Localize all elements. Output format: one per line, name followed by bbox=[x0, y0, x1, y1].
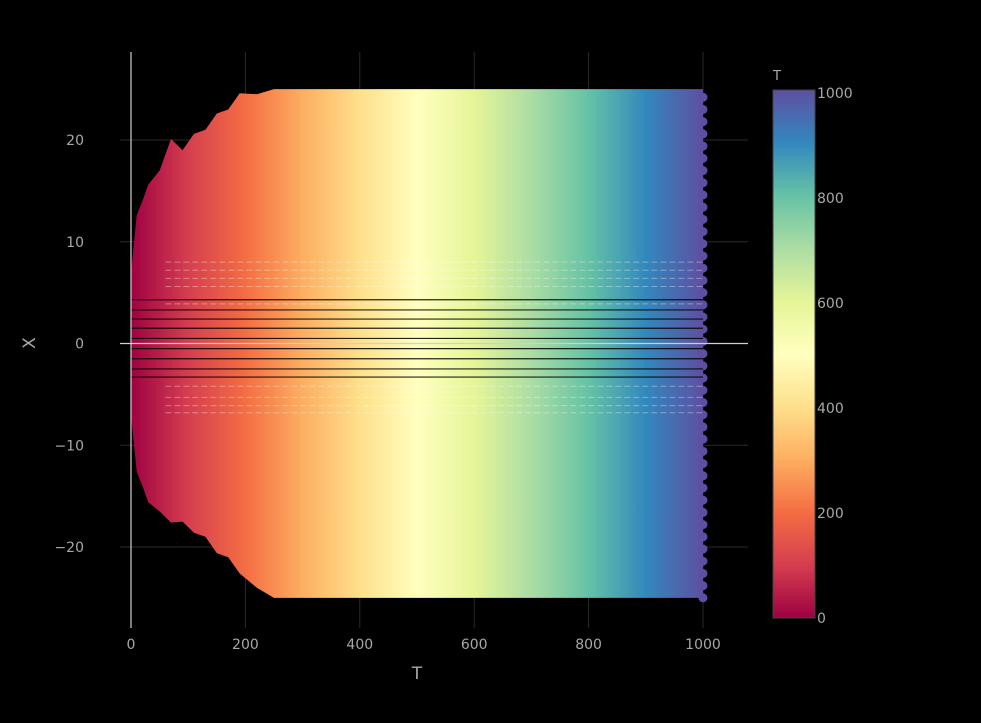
scatter-point bbox=[698, 434, 708, 444]
scatter-point bbox=[698, 532, 708, 542]
scatter-point bbox=[698, 324, 708, 334]
scatter-point bbox=[698, 214, 708, 224]
scatter-point bbox=[698, 398, 708, 408]
scatter-point bbox=[698, 202, 708, 212]
colorbar-title: T bbox=[772, 69, 781, 84]
y-tick-label: 20 bbox=[66, 133, 84, 149]
scatter-point bbox=[698, 166, 708, 176]
colorbar-tick-label: 200 bbox=[817, 506, 844, 522]
scatter-point bbox=[698, 263, 708, 273]
scatter-point bbox=[698, 373, 708, 383]
scatter-point bbox=[698, 544, 708, 554]
x-tick-label: 0 bbox=[127, 637, 136, 653]
scatter-point bbox=[698, 153, 708, 163]
x-tick-label: 1000 bbox=[685, 637, 721, 653]
scatter-points bbox=[131, 89, 708, 603]
scatter-point bbox=[698, 483, 708, 493]
scatter-point bbox=[698, 275, 708, 285]
x-axis-title: T bbox=[411, 664, 423, 684]
scatter-point bbox=[698, 239, 708, 249]
colorbar-tick-label: 800 bbox=[817, 191, 844, 207]
y-tick-label: 10 bbox=[66, 235, 84, 251]
colorbar-tick-label: 600 bbox=[817, 296, 844, 312]
scatter-point bbox=[698, 288, 708, 298]
scatter-point bbox=[698, 251, 708, 261]
colorbar-tick-labels: 0 200 400 600 800 1000 bbox=[817, 86, 853, 627]
x-tick-label: 600 bbox=[461, 637, 488, 653]
x-tick-label: 800 bbox=[575, 637, 602, 653]
scatter-point bbox=[698, 520, 708, 530]
scatter-point bbox=[698, 593, 708, 603]
scatter-point bbox=[698, 178, 708, 188]
scatter-point bbox=[698, 568, 708, 578]
scatter-point bbox=[698, 141, 708, 151]
scatter-point bbox=[698, 422, 708, 432]
scatter-point bbox=[698, 300, 708, 310]
colorbar-tick-label: 400 bbox=[817, 401, 844, 417]
scatter-point bbox=[698, 556, 708, 566]
y-tick-label: 0 bbox=[75, 337, 84, 353]
scatter-point bbox=[698, 361, 708, 371]
y-tick-label: −20 bbox=[54, 540, 84, 556]
point-row-gaps bbox=[131, 261, 703, 414]
x-tick-label: 200 bbox=[232, 637, 259, 653]
scatter-point bbox=[698, 117, 708, 127]
colorbar: T 0 200 400 600 800 1000 bbox=[772, 69, 853, 627]
scatter-point bbox=[698, 104, 708, 114]
scatter-point bbox=[698, 129, 708, 139]
y-axis-title: X bbox=[20, 337, 40, 349]
tick-labels: 0 200 400 600 800 1000 −20 −10 0 10 20 bbox=[54, 133, 720, 653]
scatter-point bbox=[698, 471, 708, 481]
x-tick-label: 400 bbox=[346, 637, 373, 653]
axes bbox=[120, 52, 748, 628]
scatter-point bbox=[698, 581, 708, 591]
scatter-point bbox=[698, 459, 708, 469]
scatter-point bbox=[698, 227, 708, 237]
scatter-point bbox=[698, 507, 708, 517]
scatter-point bbox=[698, 385, 708, 395]
scatter-point bbox=[698, 190, 708, 200]
scatter-point bbox=[698, 410, 708, 420]
colorbar-tick-label: 1000 bbox=[817, 86, 853, 102]
colorbar-tick-label: 0 bbox=[817, 611, 826, 627]
scatter-point bbox=[698, 446, 708, 456]
scatter-point bbox=[698, 349, 708, 359]
y-tick-label: −10 bbox=[54, 438, 84, 454]
colorbar-gradient bbox=[772, 89, 816, 619]
scatter-point bbox=[698, 312, 708, 322]
scatter-point bbox=[698, 92, 708, 102]
scatter-point bbox=[698, 495, 708, 505]
